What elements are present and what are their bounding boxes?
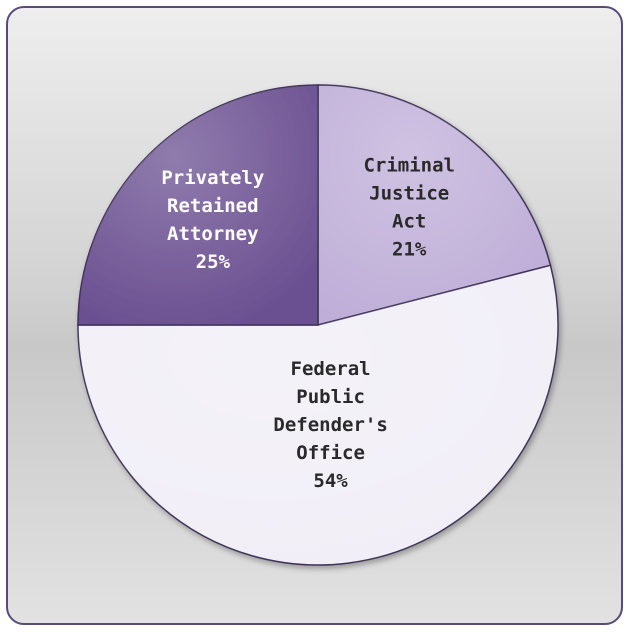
pie-slice-label-2: Privately Retained Attorney 25%: [161, 167, 264, 273]
pie-slice-label-line: Attorney: [167, 223, 259, 245]
pie-slice-label-line: Criminal: [363, 154, 455, 176]
pie-slice-label-line: Privately: [161, 167, 264, 189]
pie-labels: Criminal Justice Act 21% Federal Public Defend…: [161, 154, 455, 492]
pie-slice-label-line: Federal: [291, 358, 371, 380]
pie-slice-label-line: 54%: [313, 470, 348, 492]
pie-slice-sheen-2: [78, 85, 318, 325]
pie-slice-label-line: Public: [296, 386, 365, 408]
chart-frame: Criminal Justice Act 21% Federal Public Defend…: [6, 6, 623, 625]
pie-slice-label-0: Criminal Justice Act 21%: [363, 154, 455, 260]
pie-slice-label-line: Justice: [369, 182, 449, 204]
pie-slice-label-1: Federal Public Defender's Office 54%: [273, 358, 387, 492]
pie-slices: [77, 84, 559, 566]
pie-slice-label-line: Office: [296, 442, 365, 464]
pie-slice-label-line: 25%: [196, 251, 231, 273]
pie-chart: Criminal Justice Act 21% Federal Public Defend…: [77, 84, 559, 566]
pie-slice-label-line: Retained: [167, 195, 259, 217]
pie-slice-sheen-0: [318, 85, 551, 325]
pie-slice-label-line: Act: [392, 210, 426, 232]
pie-slice-label-line: 21%: [392, 238, 427, 260]
pie-slice-label-line: Defender's: [273, 414, 387, 436]
pie-slice-sheen-1: [78, 265, 559, 565]
